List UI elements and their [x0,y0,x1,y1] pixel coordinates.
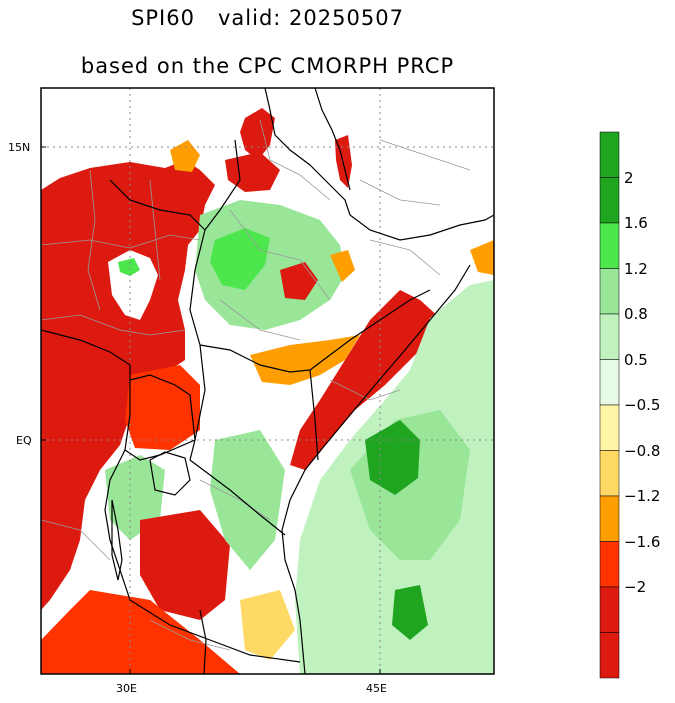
lat-label-15n: 15N [8,141,31,154]
colorbar-wet-segment [599,177,620,224]
country-borders [41,88,494,674]
colorbar-dry-label: −2 [624,578,647,596]
colorbar-dry-label: −0.5 [624,396,661,414]
colorbar-dry-segment [599,450,620,497]
dry-patch-north-1 [240,108,275,160]
colorbar-wet-segment [599,222,620,269]
dry-band-east [290,290,440,470]
colorbar-wet-top [599,131,620,178]
colorbar-dry [599,404,620,679]
colorbar-dry-bottom [599,632,620,679]
map-title: SPI60 valid: 20250507 [131,6,404,30]
dry-corner-ne [470,240,494,275]
map-frame [40,87,495,675]
colorbar-dry-segment [599,541,620,588]
grid-lines [41,88,494,674]
lat-label-eq: EQ [16,434,32,447]
colorbar-wet-label: 0.5 [624,350,648,369]
colorbar-wet-label: 1.2 [624,259,648,278]
very-wet-core-south [392,585,428,640]
colorbar-wet-segment [599,268,620,315]
wet-region-ethiopia [195,200,345,330]
lon-label-45e: 45E [366,682,387,695]
axis-ticks [41,146,381,674]
dry-southwest [140,510,230,620]
colorbar-dry-label: −1.6 [624,532,661,551]
spi-shading [41,108,494,674]
very-wet-core-east [365,420,420,495]
colorbar-wet-label: 1.6 [624,214,648,232]
wet-south-central [210,430,285,570]
map-subtitle: based on the CPC CMORPH PRCP [80,54,455,78]
colorbar-dry-segment [599,586,620,633]
lon-label-30e: 30E [116,682,137,695]
colorbar-wet-label: 2 [624,168,634,187]
dry-patch-north-2 [170,140,200,172]
dry-spots-ethiopia-2 [330,250,355,282]
mild-dry-south-central [240,590,295,660]
dry-region-west [41,160,215,610]
wet-pocket-west [118,258,140,276]
dry-band-east-moderate [250,335,360,385]
admin-boundaries [41,119,471,651]
colorbar-wet-segment [599,359,620,406]
colorbar-wet-label: 0.8 [624,305,648,323]
dry-south [41,590,240,674]
colorbar-dry-label: −1.2 [624,487,661,505]
colorbar-wet-segment [599,313,620,360]
mixed-lake-region [125,365,200,450]
colorbar-wet [599,131,620,406]
colorbar-dry-label: −0.8 [624,441,661,460]
colorbar-dry-segment [599,404,620,451]
colorbar-dry-segment [599,495,620,542]
